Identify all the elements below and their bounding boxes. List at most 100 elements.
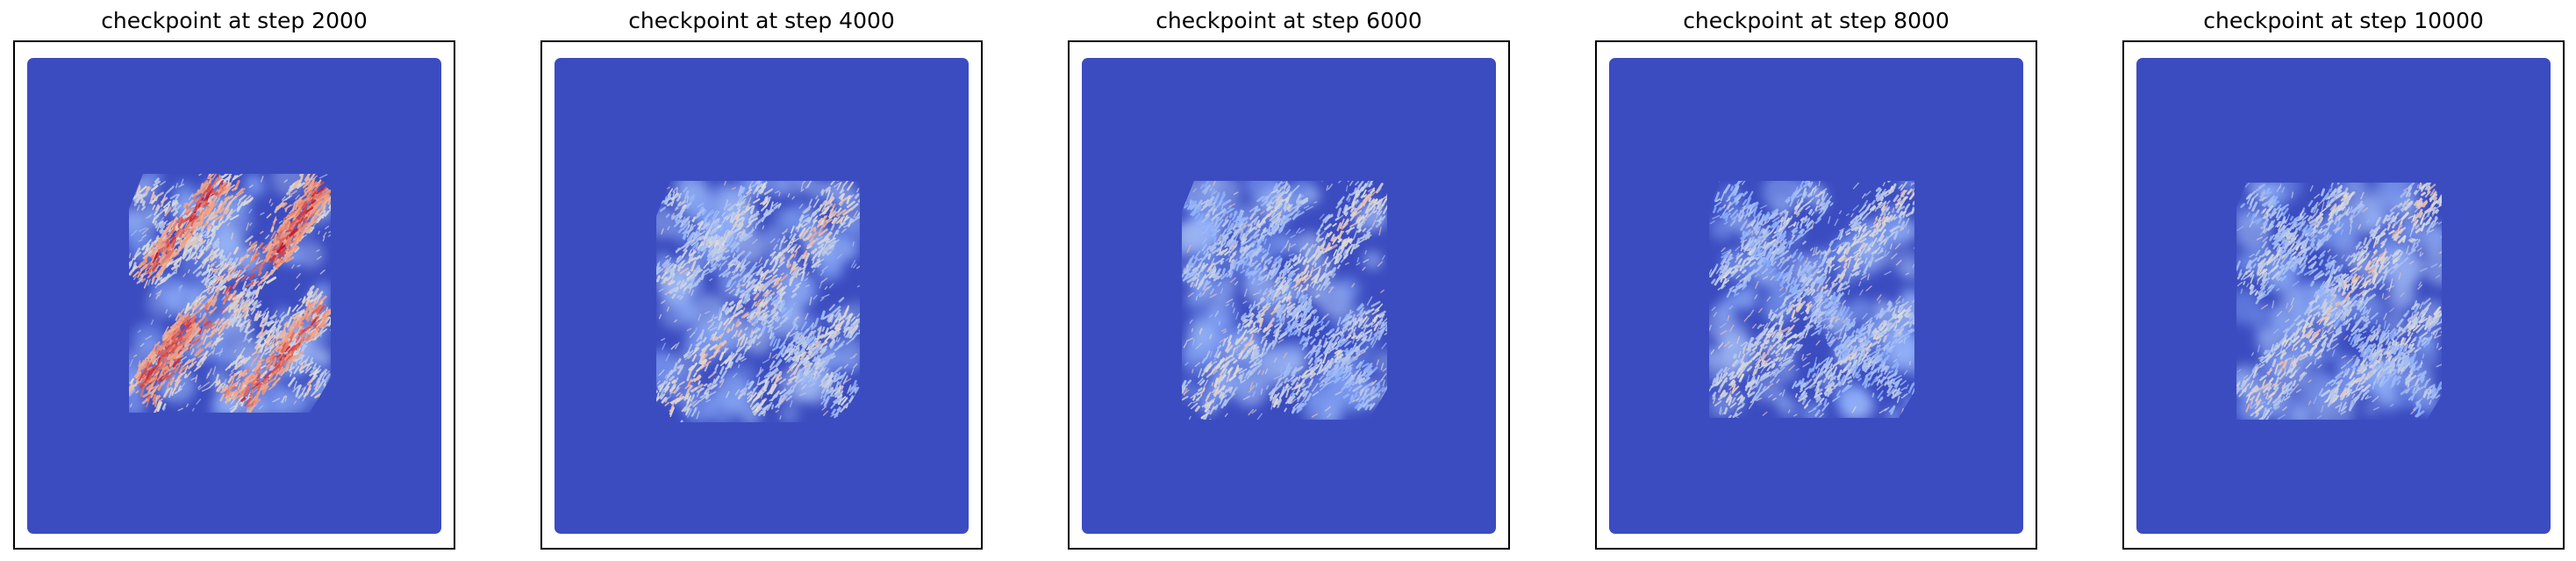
density-streak [664,267,675,275]
density-streak [324,373,331,383]
density-streak [805,362,812,368]
density-streak [285,235,291,248]
density-texture [226,222,231,227]
density-streak [261,312,267,320]
density-streak [200,190,207,198]
density-streak [696,363,705,372]
density-streak [747,399,753,402]
density-streak [689,349,694,355]
density-texture [228,393,234,402]
density-streak [321,187,328,194]
haze-blob [690,294,729,333]
density-streak [324,210,330,217]
haze-blob [807,181,830,201]
density-texture [823,334,829,339]
density-texture [707,319,713,323]
density-streak [709,266,717,273]
density-streak [158,398,163,403]
density-streak [297,340,304,351]
density-streak [285,354,294,361]
density-texture [697,245,704,251]
density-streak [802,205,812,214]
density-streak [304,209,312,216]
panel-step-2000: checkpoint at step 2000 [13,0,455,561]
density-streak [787,389,795,396]
density-streak [678,363,684,369]
density-streak [788,361,798,369]
density-streak [240,382,244,389]
density-texture [774,190,780,194]
density-texture [205,246,211,252]
density-streak [171,200,177,205]
density-streak [1217,344,1222,349]
density-streak [295,204,298,211]
density-streak [829,338,835,346]
density-streak [213,176,222,184]
density-streak [830,389,835,397]
density-streak [841,397,848,406]
density-streak [143,359,149,365]
density-texture [798,203,804,209]
density-streak [735,304,741,310]
density-streak [1320,224,1324,228]
density-streak [1342,248,1348,255]
density-streak [1347,238,1353,243]
density-streak [245,281,254,288]
density-streak [188,227,196,234]
density-streak [1313,265,1321,271]
density-streak [803,258,808,267]
density-streak [857,196,860,203]
density-streak [221,307,231,314]
density-streak [198,293,203,298]
density-streak [1187,401,1192,406]
density-streak [834,381,840,392]
density-streak [227,375,233,384]
density-streak [841,396,847,401]
density-streak [129,384,134,392]
density-texture [148,186,152,191]
density-streak [196,189,206,196]
density-texture [182,273,186,277]
density-streak [736,341,740,348]
density-streak [1238,368,1248,374]
density-streak [1360,218,1368,225]
density-streak [854,386,860,394]
density-streak [1271,340,1278,350]
density-streak [1297,277,1304,284]
density-streak [179,327,189,334]
density-streak [229,265,235,270]
density-texture [273,329,278,335]
density-streak [1332,222,1337,227]
density-texture [231,232,234,240]
density-streak [706,382,712,388]
density-streak [165,342,169,348]
density-streak [305,384,312,395]
density-streak [826,359,830,365]
density-texture [664,277,669,281]
density-texture [688,287,692,294]
density-streak [675,245,685,253]
density-texture [792,243,798,252]
density-streak [161,341,166,347]
density-streak [168,340,175,347]
density-streak [1262,342,1268,351]
density-streak [246,327,255,335]
density-streak [736,195,743,205]
density-texture [734,389,741,396]
density-streak [720,370,727,379]
density-streak [730,280,737,288]
density-texture [206,372,210,379]
density-texture [819,368,825,373]
density-streak [150,191,155,203]
density-streak [206,263,211,271]
density-texture [312,294,318,302]
density-streak [303,216,308,222]
density-streak [197,352,207,358]
density-streak [292,208,301,218]
density-streak [254,354,260,362]
density-streak [298,359,303,364]
density-streak [257,278,264,286]
density-streak [1265,328,1271,335]
density-streak [836,207,842,213]
density-texture [141,227,149,234]
